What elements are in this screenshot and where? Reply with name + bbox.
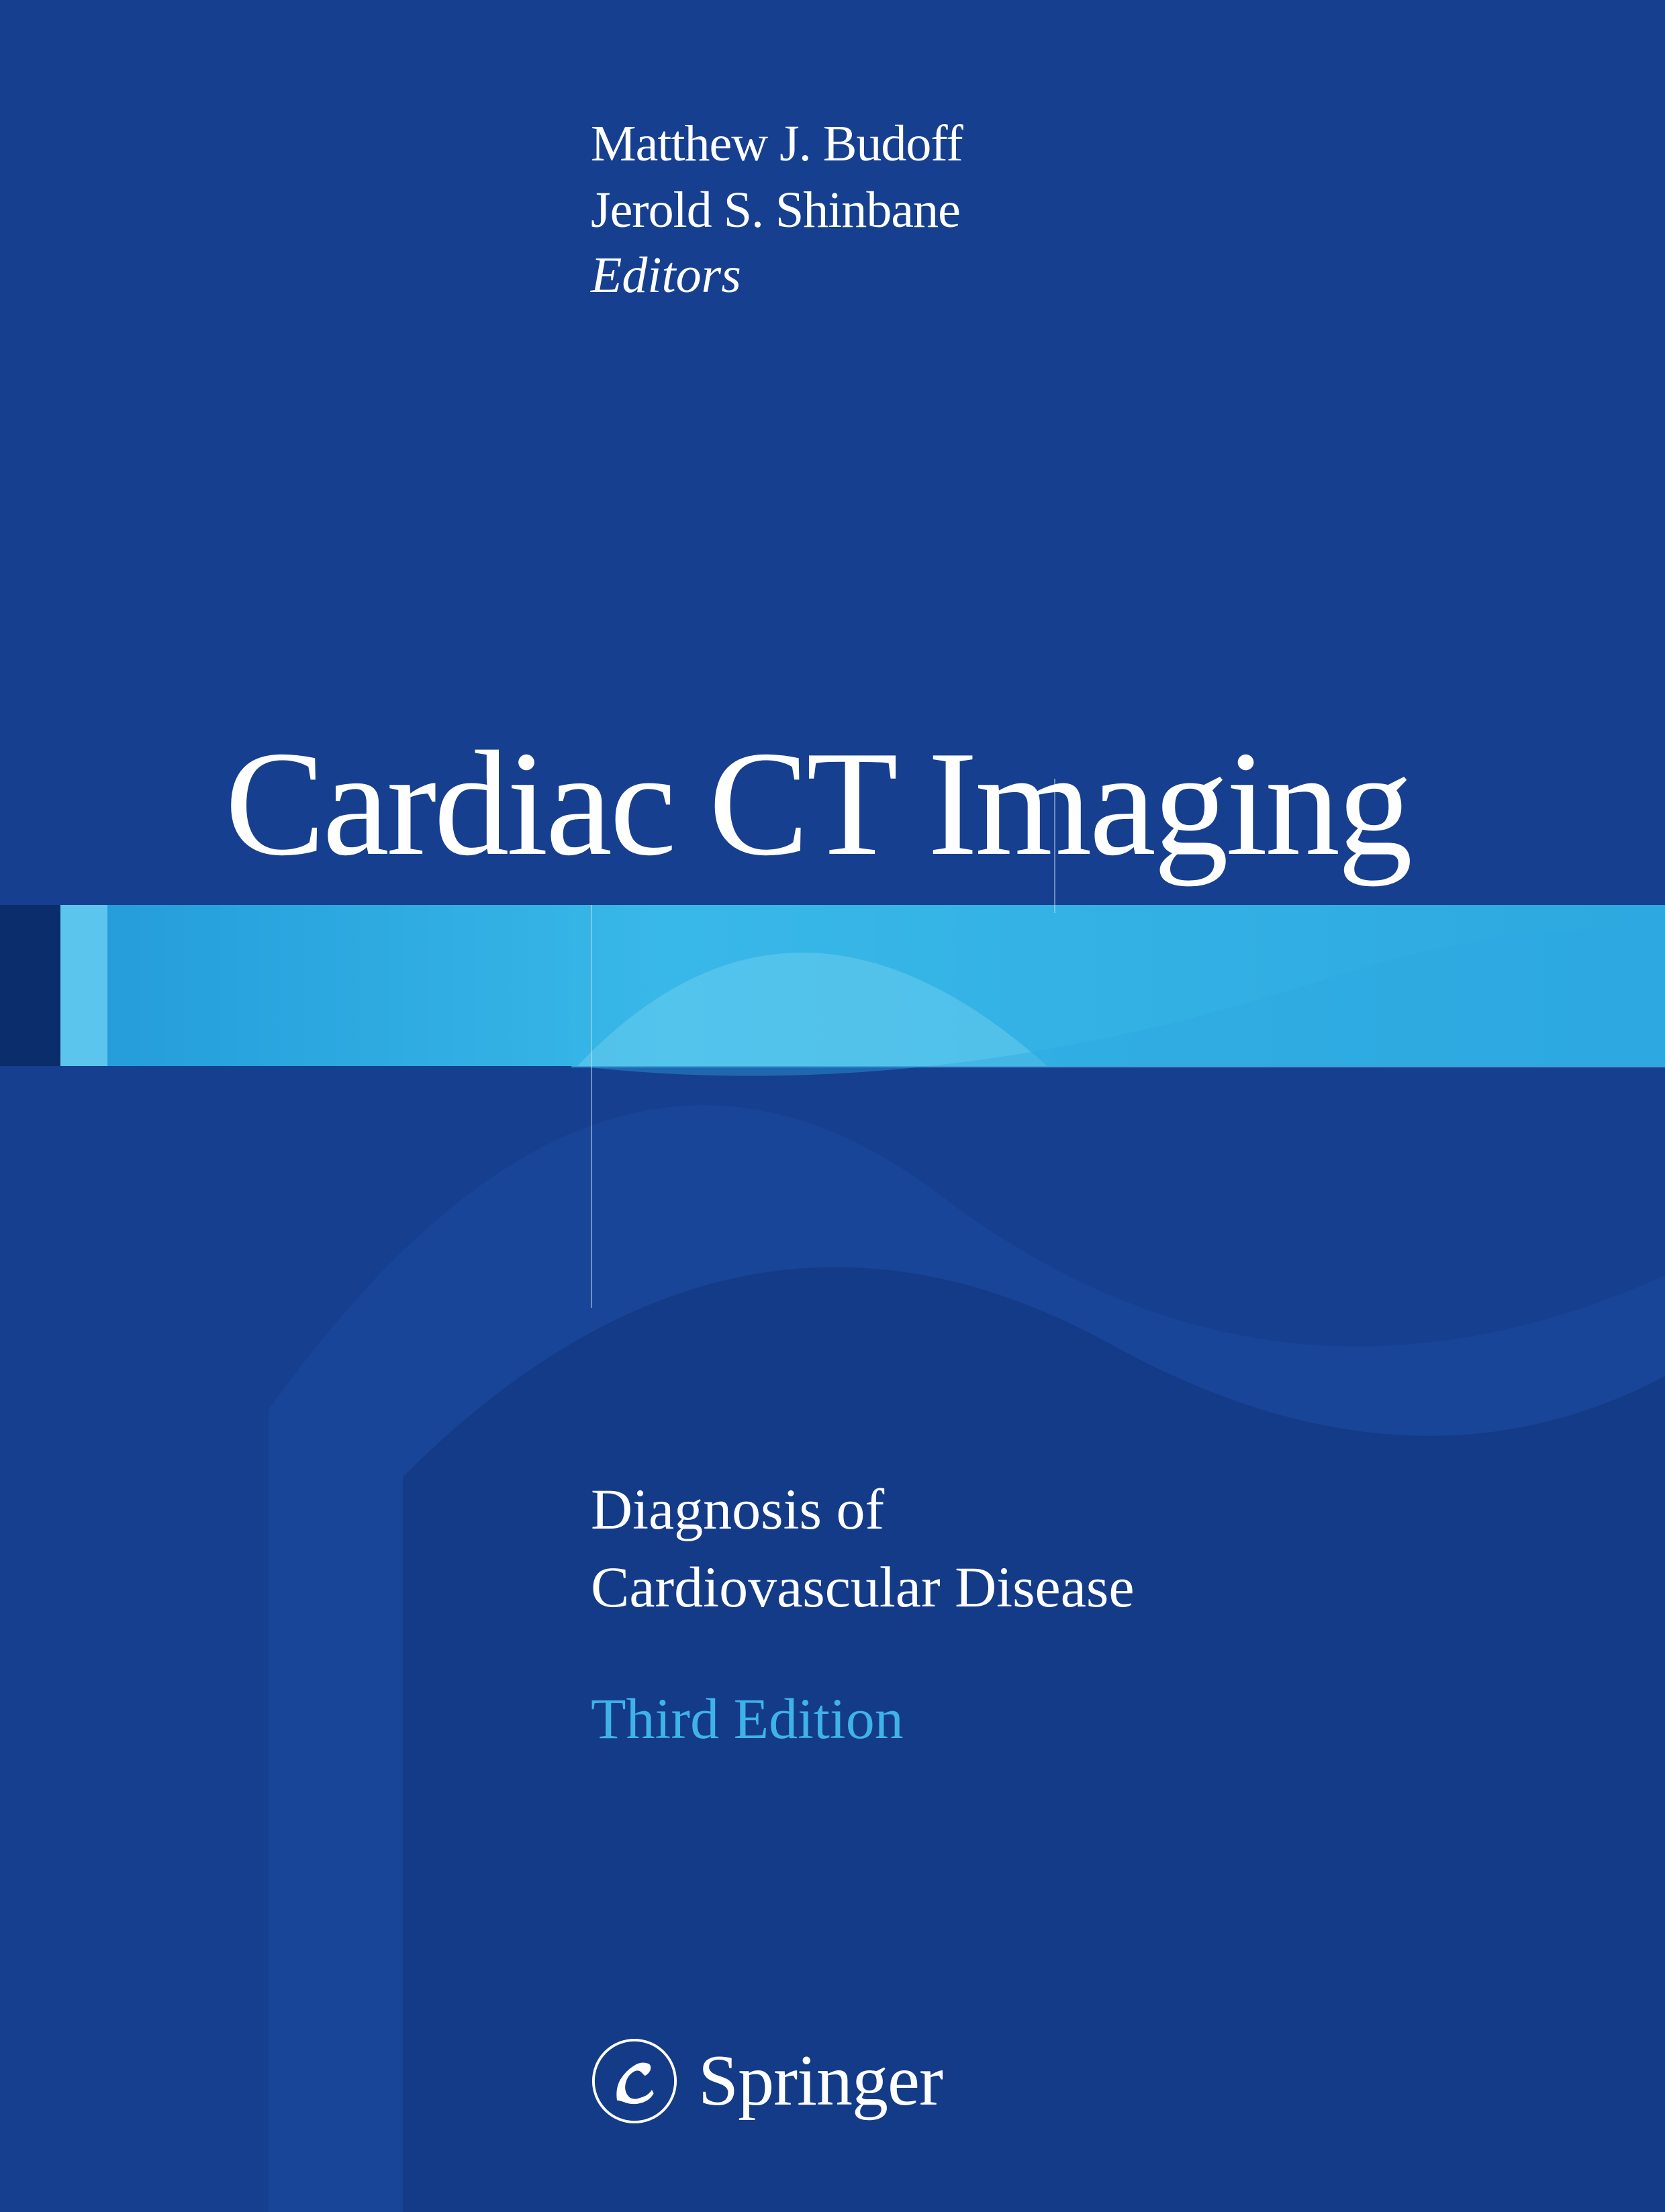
springer-horse-icon xyxy=(591,2037,678,2125)
wave-svg-overlay xyxy=(0,0,1665,2212)
editors-label: Editors xyxy=(591,246,963,305)
subtitle-line-1: Diagnosis of xyxy=(591,1470,1135,1548)
subtitle-line-2: Cardiovascular Disease xyxy=(591,1548,1135,1626)
book-title: Cardiac CT Imaging xyxy=(225,728,1410,879)
editor-name-2: Jerold S. Shinbane xyxy=(591,177,963,244)
publisher-block: Springer xyxy=(591,2037,943,2125)
publisher-name: Springer xyxy=(698,2039,943,2123)
editors-block: Matthew J. Budoff Jerold S. Shinbane Edi… xyxy=(591,111,963,305)
subtitle-block: Diagnosis of Cardiovascular Disease xyxy=(591,1470,1135,1626)
vertical-accent-line-1 xyxy=(591,905,592,1308)
background-waves xyxy=(0,0,1665,2212)
editor-name-1: Matthew J. Budoff xyxy=(591,111,963,177)
edition-text: Third Edition xyxy=(591,1685,904,1752)
